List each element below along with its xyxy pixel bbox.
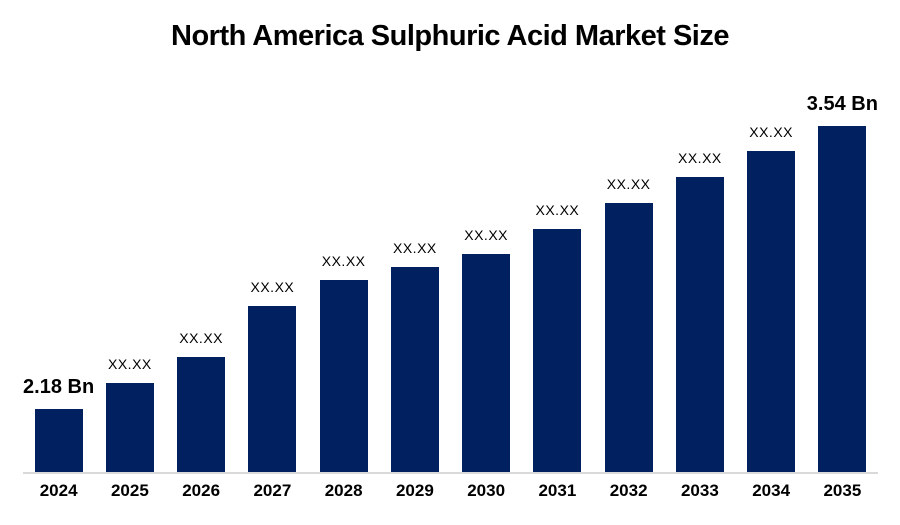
x-axis-label-2029: 2029 <box>395 481 434 500</box>
bar-value-label-2033: XX.XX <box>678 150 722 166</box>
bar-column-2026: XX.XX <box>166 330 237 472</box>
bar-2031 <box>533 229 582 472</box>
bar-column-2034: XX.XX <box>736 124 807 472</box>
bar-2028 <box>319 280 368 472</box>
x-axis-label-2033: 2033 <box>680 481 719 500</box>
x-axis-label-2035: 2035 <box>823 481 862 500</box>
bars-area: 2.18 Bn XX.XX XX.XX XX.XX XX.XX XX.XX XX.XX XX.… <box>23 93 878 472</box>
bar-2035 <box>818 126 867 472</box>
bar-value-label-2027: XX.XX <box>250 279 295 295</box>
x-axis-label-2028: 2028 <box>324 481 363 500</box>
bar-column-2025: XX.XX <box>94 356 165 472</box>
bar-column-2029: XX.XX <box>379 240 450 472</box>
x-axis-label-2025: 2025 <box>110 481 149 500</box>
plot-area: 2.18 Bn XX.XX XX.XX XX.XX XX.XX XX.XX XX.XX XX.… <box>23 93 878 501</box>
bar-2025 <box>105 383 154 472</box>
bar-column-2030: XX.XX <box>451 227 522 472</box>
bar-value-label-2032: XX.XX <box>606 176 651 192</box>
x-axis-label-2026: 2026 <box>182 481 221 500</box>
bar-value-label-2034: XX.XX <box>749 124 793 140</box>
x-axis-line <box>23 472 878 474</box>
x-axis-label-2027: 2027 <box>253 481 292 500</box>
bar-column-2032: XX.XX <box>593 176 664 472</box>
bar-2026 <box>177 357 226 472</box>
bar-2029 <box>390 267 439 472</box>
bar-column-2024: 2.18 Bn <box>23 376 94 472</box>
bar-2032 <box>604 203 653 472</box>
x-axis-label-2032: 2032 <box>609 481 648 500</box>
bar-value-label-2031: XX.XX <box>535 202 580 218</box>
years-row: 2024 2025 2026 2027 2028 2029 2030 2031 2032 2033… <box>23 474 878 501</box>
bar-2027 <box>248 306 297 472</box>
bar-column-2027: XX.XX <box>237 279 308 472</box>
bar-value-label-2024: 2.18 Bn <box>23 376 95 398</box>
bar-column-2033: XX.XX <box>664 150 735 472</box>
x-axis-label-2024: 2024 <box>39 481 78 500</box>
bar-value-label-2035: 3.54 Bn <box>806 93 878 115</box>
bar-2033 <box>675 177 724 472</box>
bar-2030 <box>462 254 511 472</box>
x-axis-label-2030: 2030 <box>467 481 506 500</box>
bar-value-label-2026: XX.XX <box>179 330 223 346</box>
x-axis-label-2034: 2034 <box>752 481 791 500</box>
bar-2024 <box>34 409 83 472</box>
bar-column-2035: 3.54 Bn <box>807 93 878 472</box>
x-axis-label-2031: 2031 <box>538 481 577 500</box>
bar-value-label-2028: XX.XX <box>321 253 366 269</box>
bar-value-label-2030: XX.XX <box>464 227 508 243</box>
bar-value-label-2029: XX.XX <box>393 240 437 256</box>
bar-column-2031: XX.XX <box>522 202 593 472</box>
bar-column-2028: XX.XX <box>308 253 379 472</box>
chart-title: North America Sulphuric Acid Market Size <box>171 20 730 52</box>
bar-value-label-2025: XX.XX <box>108 356 152 372</box>
bar-2034 <box>747 151 796 472</box>
